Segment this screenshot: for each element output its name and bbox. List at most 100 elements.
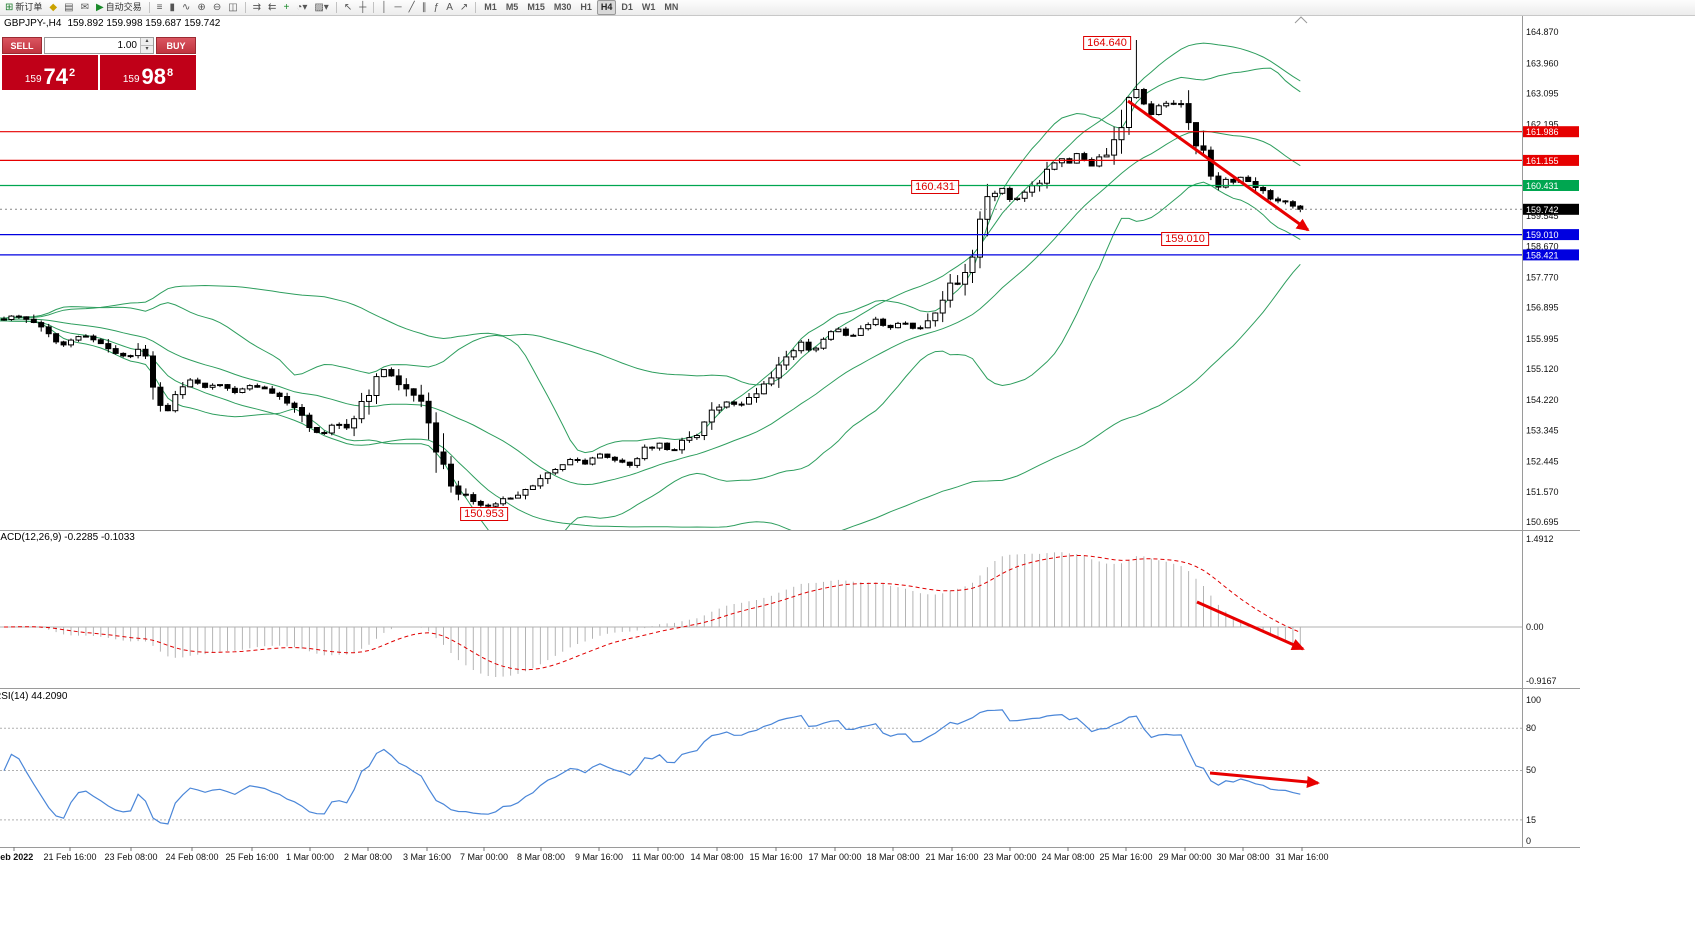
price-annotation-150-953: 150.953 xyxy=(460,507,508,521)
price-annotation-159-010: 159.010 xyxy=(1161,232,1209,246)
buy-price-display[interactable]: 159 98 8 xyxy=(100,55,196,90)
toolbar: ⊞ 新订单 ◆ ▤ ✉ ▶ 自动交易 ≡ ▮ ∿ ⊕ ⊖ ◫ ⇉ ⇇ + ◔▾ ▨▾ ↖ ┼ │ ─ ╱ ∥ ƒ A ↗ M1 M5 M1… xyxy=(0,0,1695,16)
tile-windows-icon[interactable]: ◫ xyxy=(228,2,238,13)
templates-icon[interactable]: ▨▾ xyxy=(314,2,329,13)
svg-text:9 Mar 16:00: 9 Mar 16:00 xyxy=(575,852,623,862)
svg-text:159.742: 159.742 xyxy=(1526,205,1559,215)
svg-text:150.695: 150.695 xyxy=(1526,517,1559,527)
svg-text:0.00: 0.00 xyxy=(1526,622,1544,632)
timeframe-m1[interactable]: M1 xyxy=(484,2,497,12)
buy-button[interactable]: BUY xyxy=(156,37,196,54)
svg-text:25 Feb 16:00: 25 Feb 16:00 xyxy=(225,852,278,862)
new-order-icon[interactable]: ⊞ 新订单 xyxy=(5,2,43,13)
chart-ohlc-header: GBPJPY-,H4 159.892 159.998 159.687 159.74… xyxy=(4,18,220,29)
symbol-period-label: GBPJPY-,H4 xyxy=(4,18,62,29)
svg-text:15: 15 xyxy=(1526,815,1536,825)
favorites-icon[interactable]: ◆ xyxy=(49,2,58,13)
toolbar-separator xyxy=(373,2,375,13)
zoom-out-icon[interactable]: ⊖ xyxy=(212,2,222,13)
lot-increase-button[interactable]: ▴ xyxy=(141,38,153,46)
timeframe-m15[interactable]: M15 xyxy=(527,2,545,12)
svg-text:153.345: 153.345 xyxy=(1526,425,1559,435)
svg-text:50: 50 xyxy=(1526,765,1536,775)
bars-chart-icon[interactable]: ≡ xyxy=(156,2,163,13)
timeframe-m30[interactable]: M30 xyxy=(553,2,572,12)
price-annotation-164-640: 164.640 xyxy=(1083,36,1131,50)
rsi-indicator-label: RSI(14) 44.2090 xyxy=(0,691,68,702)
svg-text:23 Feb 08:00: 23 Feb 08:00 xyxy=(104,852,157,862)
toolbar-separator xyxy=(148,2,150,13)
svg-text:158.421: 158.421 xyxy=(1526,250,1559,260)
svg-text:31 Mar 16:00: 31 Mar 16:00 xyxy=(1275,852,1328,862)
sell-price-display[interactable]: 159 74 2 xyxy=(2,55,98,90)
auto-scroll-icon[interactable]: ⇉ xyxy=(252,2,262,13)
svg-text:24 Feb 08:00: 24 Feb 08:00 xyxy=(165,852,218,862)
sell-price-pip: 2 xyxy=(69,67,76,79)
text-icon[interactable]: A xyxy=(446,2,453,13)
svg-text:21 Mar 16:00: 21 Mar 16:00 xyxy=(925,852,978,862)
lot-size-field[interactable]: 1.00 ▴ ▾ xyxy=(44,37,154,54)
timeframe-m5[interactable]: M5 xyxy=(505,2,519,12)
sell-button[interactable]: SELL xyxy=(2,37,42,54)
chart-shift-icon[interactable]: ⇇ xyxy=(268,2,277,13)
svg-text:0: 0 xyxy=(1526,836,1531,846)
arrows-icon[interactable]: ↗ xyxy=(459,2,469,13)
svg-text:160.431: 160.431 xyxy=(1526,181,1559,191)
svg-text:-0.9167: -0.9167 xyxy=(1526,676,1557,686)
zoom-in-icon[interactable]: ⊕ xyxy=(197,2,206,13)
timeframe-h1[interactable]: H1 xyxy=(580,2,592,12)
trendline-icon[interactable]: ╱ xyxy=(408,2,415,13)
svg-text:164.870: 164.870 xyxy=(1526,27,1559,37)
candlestick-chart-icon[interactable]: ▮ xyxy=(169,2,176,13)
svg-text:1.4912: 1.4912 xyxy=(1526,534,1554,544)
buy-price-big: 98 xyxy=(141,64,167,89)
svg-text:158.670: 158.670 xyxy=(1526,241,1559,251)
horizontal-line-icon[interactable]: ─ xyxy=(394,2,402,13)
svg-text:159.545: 159.545 xyxy=(1526,211,1559,221)
autotrading-icon[interactable]: ▶ 自动交易 xyxy=(95,2,142,13)
svg-text:15 Mar 16:00: 15 Mar 16:00 xyxy=(749,852,802,862)
crosshair-icon[interactable]: ┼ xyxy=(359,2,367,13)
indicators-icon[interactable]: + xyxy=(283,2,290,13)
price-annotation-160-431: 160.431 xyxy=(911,180,959,194)
svg-text:155.995: 155.995 xyxy=(1526,334,1559,344)
svg-text:Feb 2022: Feb 2022 xyxy=(0,852,33,862)
svg-text:24 Mar 08:00: 24 Mar 08:00 xyxy=(1041,852,1094,862)
svg-text:11 Mar 00:00: 11 Mar 00:00 xyxy=(632,852,684,862)
timeframe-d1[interactable]: D1 xyxy=(621,2,633,12)
print-icon[interactable]: ▤ xyxy=(64,2,74,13)
line-chart-icon[interactable]: ∿ xyxy=(182,2,191,13)
svg-text:151.570: 151.570 xyxy=(1526,487,1559,497)
mail-icon[interactable]: ✉ xyxy=(80,2,89,13)
periods-icon[interactable]: ◔▾ xyxy=(296,2,308,13)
macd-indicator-label: MACD(12,26,9) -0.2285 -0.1033 xyxy=(0,532,135,543)
cursor-icon[interactable]: ↖ xyxy=(343,2,353,13)
svg-text:161.155: 161.155 xyxy=(1526,156,1559,166)
vertical-line-icon[interactable]: │ xyxy=(381,2,388,13)
svg-text:30 Mar 08:00: 30 Mar 08:00 xyxy=(1216,852,1269,862)
toolbar-separator xyxy=(335,2,337,13)
buy-price-pip: 8 xyxy=(167,67,174,79)
one-click-trading-panel: SELL 1.00 ▴ ▾ BUY 159 74 2 159 98 8 xyxy=(2,37,196,90)
svg-text:2 Mar 08:00: 2 Mar 08:00 xyxy=(344,852,392,862)
svg-text:159.010: 159.010 xyxy=(1526,230,1559,240)
svg-text:23 Mar 00:00: 23 Mar 00:00 xyxy=(983,852,1036,862)
lot-size-value: 1.00 xyxy=(117,40,137,51)
fibonacci-icon[interactable]: ƒ xyxy=(433,2,440,13)
svg-text:21 Feb 16:00: 21 Feb 16:00 xyxy=(43,852,96,862)
buy-price-base: 159 xyxy=(122,74,140,85)
toolbar-separator xyxy=(475,2,477,13)
svg-text:162.195: 162.195 xyxy=(1526,120,1559,130)
lot-decrease-button[interactable]: ▾ xyxy=(141,46,153,53)
svg-text:8 Mar 08:00: 8 Mar 08:00 xyxy=(517,852,565,862)
svg-text:152.445: 152.445 xyxy=(1526,457,1559,467)
channel-icon[interactable]: ∥ xyxy=(421,2,427,13)
timeframe-w1[interactable]: W1 xyxy=(641,2,656,12)
svg-text:161.986: 161.986 xyxy=(1526,127,1559,137)
sell-price-big: 74 xyxy=(43,64,69,89)
svg-text:3 Mar 16:00: 3 Mar 16:00 xyxy=(403,852,451,862)
timeframe-mn[interactable]: MN xyxy=(664,2,679,12)
timeframe-h4[interactable]: H4 xyxy=(596,0,617,15)
